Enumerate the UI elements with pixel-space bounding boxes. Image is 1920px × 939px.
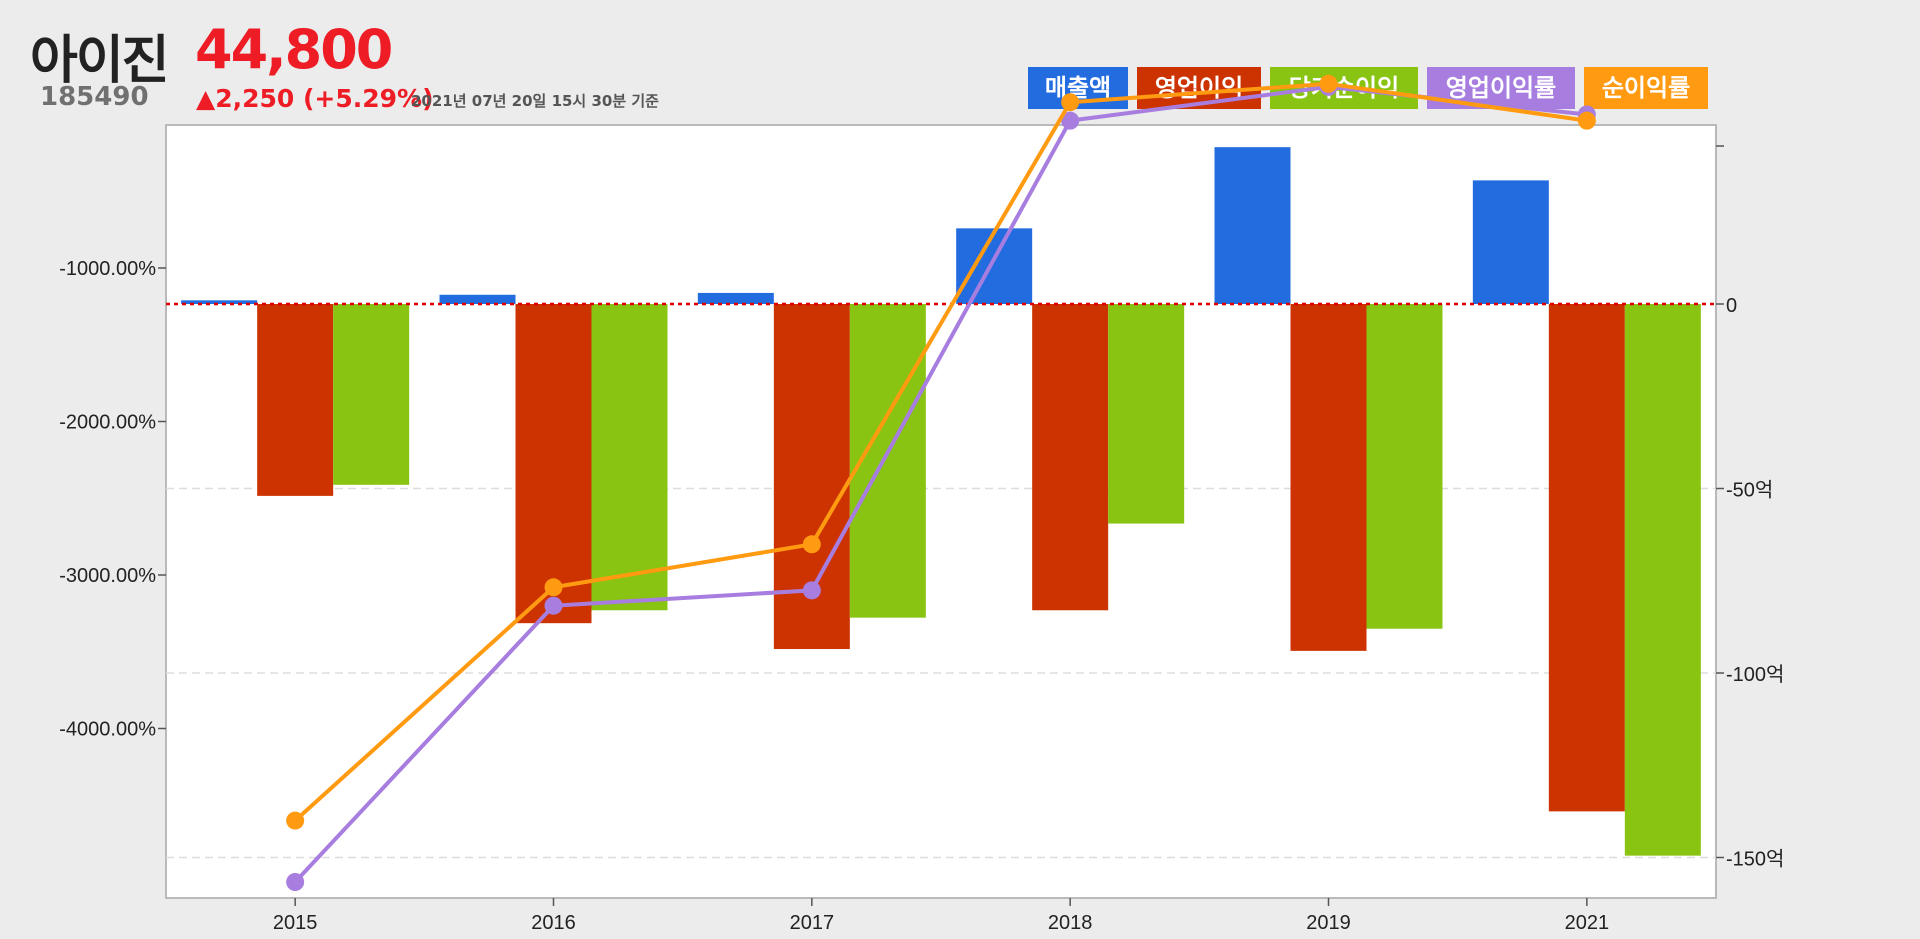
point-순이익률-2015 [286,811,305,830]
right-axis-label: -100억 [1726,663,1784,686]
bar-당기순이익-2019 [1366,304,1443,629]
right-axis-label: -150억 [1726,848,1784,871]
point-순이익률-2021 [1577,111,1596,130]
point-순이익률-2018 [1061,93,1080,112]
x-axis-label: 2019 [1306,912,1351,934]
left-axis-label: -1000.00% [59,258,156,280]
point-영업이익률-2015 [286,873,305,891]
timestamp: 2021년 07년 20일 15시 30분 기준 [411,92,659,110]
bar-매출액-2021 [1472,180,1549,304]
bar-영업이익-2019 [1290,304,1367,651]
plot-area [165,124,1717,899]
line-순이익률 [293,81,1588,823]
bar-영업이익-2018 [1032,304,1109,611]
bar-매출액-2017 [697,292,774,304]
left-axis-label: -4000.00% [59,719,156,741]
right-axis-label: -50억 [1726,479,1773,502]
x-axis-label: 2015 [273,912,318,934]
header: 아이진 44,800 185490 ▲2,250 (+5.29%) 2021년 … [0,0,1920,125]
stock-price: 44,800 [195,18,393,81]
bar-당기순이익-2015 [333,304,410,485]
x-axis-label: 2016 [531,912,576,934]
bar-당기순이익-2018 [1108,304,1185,524]
right-axis-label: 0 [1726,295,1737,317]
bar-영업이익-2016 [515,304,592,624]
legend-item-net-margin[interactable]: 순이익률 [1584,67,1708,109]
bar-매출액-2015 [181,300,258,304]
bar-매출액-2018 [956,228,1033,304]
left-axis-label: -3000.00% [59,565,156,587]
point-순이익률-2017 [802,535,821,554]
bar-매출액-2016 [439,294,516,304]
point-영업이익률-2018 [1061,111,1080,130]
left-axis-label: -2000.00% [59,412,156,434]
point-순이익률-2019 [1319,74,1338,93]
bar-영업이익-2015 [257,304,334,496]
bar-당기순이익-2021 [1624,304,1701,856]
point-영업이익률-2016 [544,596,563,615]
company-name: 아이진 [30,31,170,91]
bar-매출액-2019 [1214,147,1291,304]
x-axis-label: 2017 [790,912,835,934]
point-영업이익률-2017 [802,581,821,600]
point-순이익률-2016 [544,578,563,597]
bar-영업이익-2021 [1548,304,1625,812]
x-axis-label: 2021 [1565,912,1610,934]
stock-code: 185490 [40,82,149,112]
price-change: ▲2,250 (+5.29%) [196,84,434,113]
bar-당기순이익-2016 [591,304,668,611]
x-axis-label: 2018 [1048,912,1093,934]
